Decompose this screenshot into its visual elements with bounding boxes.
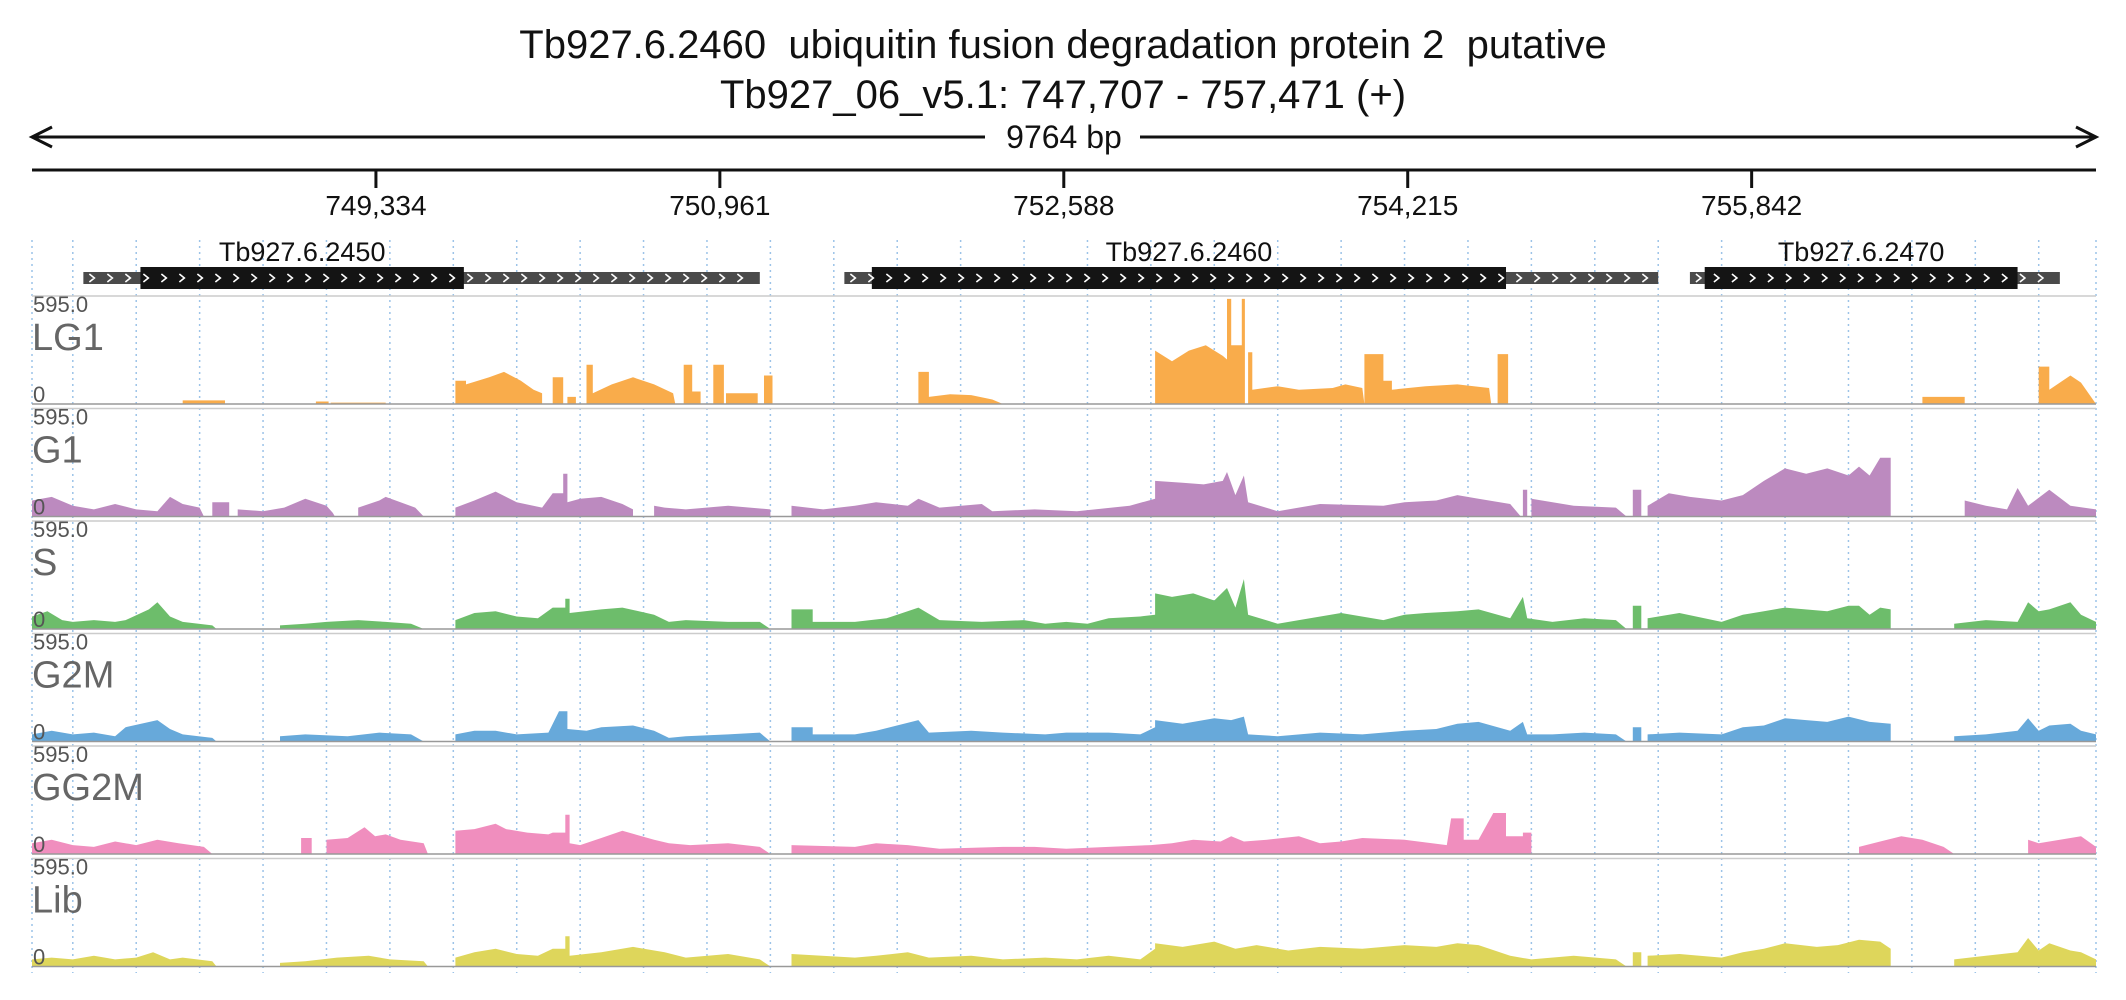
axis-tick-label: 750,961 — [669, 190, 770, 221]
track-ymin-label: 0 — [33, 832, 45, 857]
gene-label: Tb927.6.2460 — [1106, 237, 1273, 267]
coverage-area — [32, 813, 2096, 854]
span-arrowhead-right — [2075, 125, 2100, 149]
gene-title: Tb927.6.2460 ubiquitin fusion degradatio… — [519, 23, 1607, 67]
track-ymin-label: 0 — [33, 607, 45, 632]
strand-chevrons — [849, 273, 1649, 283]
axis-tick-label: 749,334 — [325, 190, 426, 221]
gene-model: Tb927.6.2450 — [83, 237, 760, 289]
track-ymax-label: 595.0 — [33, 742, 88, 767]
gene-model: Tb927.6.2460 — [844, 237, 1659, 289]
gene-cds — [1704, 267, 2018, 289]
track-g1: 595.0G1 0 — [32, 405, 2096, 520]
coverage-area — [32, 711, 2096, 742]
span-label: 9764 bp — [1006, 119, 1122, 155]
gene-models: Tb927.6.2450 Tb927.6.2460 Tb927.6.2470 — [83, 237, 2060, 289]
axis-tick-label: 755,842 — [1701, 190, 1802, 221]
track-name: Lib — [32, 880, 83, 922]
track-ymax-label: 595.0 — [33, 517, 88, 542]
track-ymin-label: 0 — [33, 720, 45, 745]
gene-model: Tb927.6.2470 — [1689, 237, 2060, 289]
track-name: LG1 — [32, 317, 104, 359]
track-ymin-label: 0 — [33, 382, 45, 407]
axis-tick-label: 754,215 — [1357, 190, 1458, 221]
track-name: G2M — [32, 655, 114, 697]
track-ymax-label: 595.0 — [33, 292, 88, 317]
genomic-axis: 749,334 750,961 752,588 754,215 755,842 — [32, 168, 2096, 221]
track-ymax-label: 595.0 — [33, 855, 88, 880]
gene-label: Tb927.6.2450 — [219, 237, 386, 267]
span-indicator: 9764 bp — [28, 119, 2100, 155]
coverage-area — [32, 457, 2096, 517]
locus-title: Tb927_06_v5.1: 747,707 - 757,471 (+) — [719, 73, 1407, 117]
grid-lines — [31, 240, 2097, 973]
track-name: S — [32, 542, 57, 584]
span-arrowhead-left — [28, 125, 53, 149]
strand-chevrons — [1695, 273, 2045, 283]
chart-title: Tb927.6.2460 ubiquitin fusion degradatio… — [0, 20, 2126, 120]
gene-cds — [871, 267, 1507, 289]
coverage-area — [32, 579, 2096, 629]
gene-cds — [140, 267, 464, 289]
coverage-area — [32, 298, 2096, 404]
track-ymax-label: 595.0 — [33, 630, 88, 655]
track-ymax-label: 595.0 — [33, 405, 88, 430]
track-name: G1 — [32, 430, 83, 472]
gene-label: Tb927.6.2470 — [1778, 237, 1945, 267]
axis-tick-label: 752,588 — [1013, 190, 1114, 221]
coverage-area — [32, 936, 2096, 967]
track-ymin-label: 0 — [33, 945, 45, 970]
track-s: 595.0S 0 — [32, 517, 2096, 632]
strand-chevrons — [88, 273, 744, 283]
coverage-tracks: 595.0LG10595.0G10595.0S0595.0G2M0595.0GG… — [32, 292, 2096, 970]
track-ymin-label: 0 — [33, 495, 45, 520]
track-name: GG2M — [32, 767, 144, 809]
